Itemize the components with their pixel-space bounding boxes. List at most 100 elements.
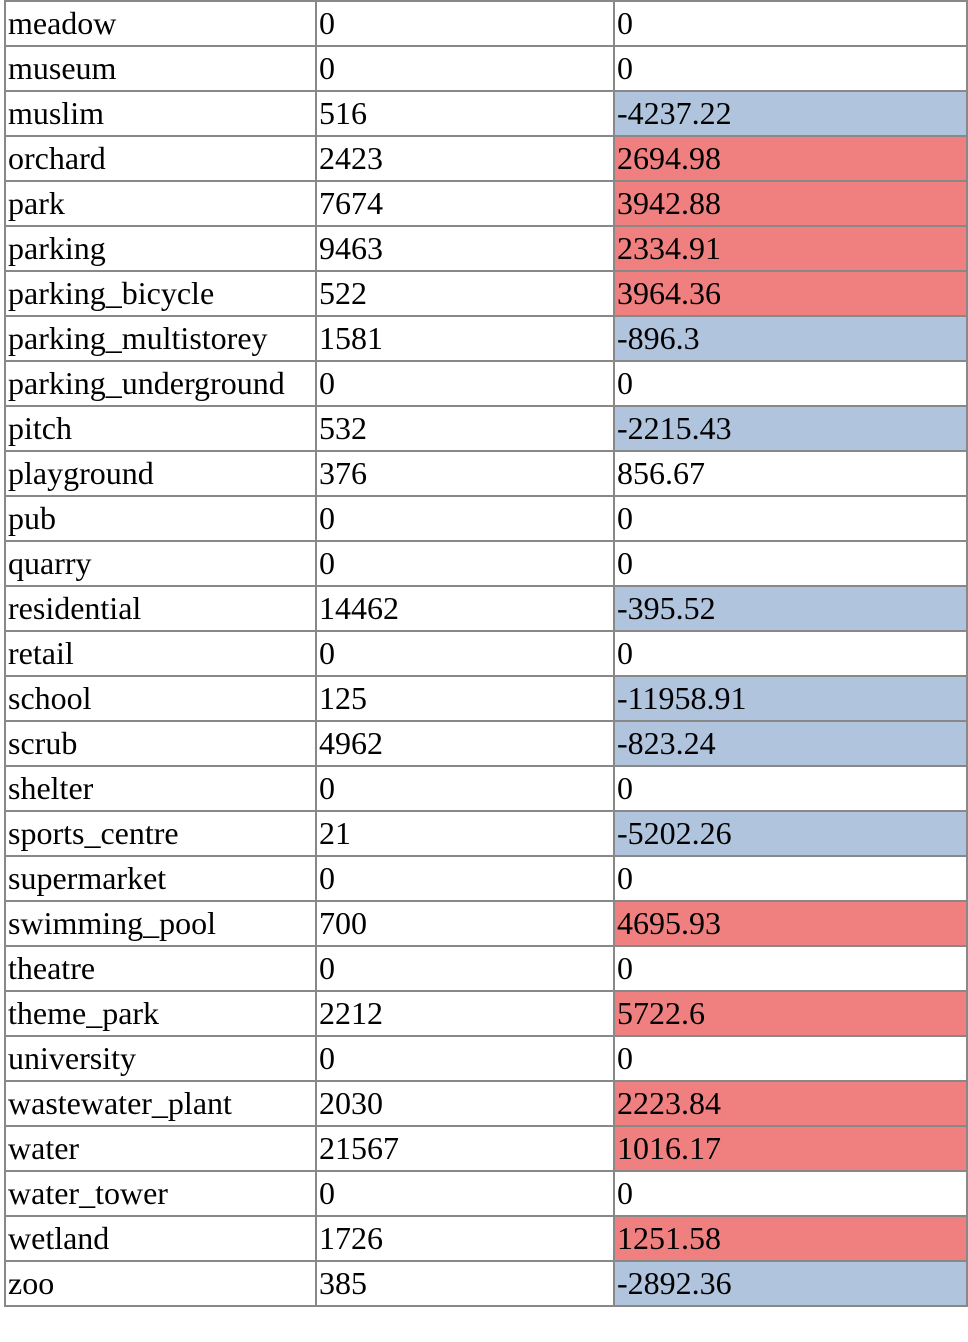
row-name-cell: wetland bbox=[4, 1215, 317, 1262]
row-count-cell: 0 bbox=[315, 945, 615, 992]
row-name-cell: wastewater_plant bbox=[4, 1080, 317, 1127]
row-value-cell: 0 bbox=[613, 45, 968, 92]
row-name-cell: theme_park bbox=[4, 990, 317, 1037]
row-name-cell: pitch bbox=[4, 405, 317, 452]
row-count-cell: 385 bbox=[315, 1260, 615, 1307]
row-name-cell: shelter bbox=[4, 765, 317, 812]
row-name-cell: zoo bbox=[4, 1260, 317, 1307]
row-count-cell: 0 bbox=[315, 360, 615, 407]
row-count-cell: 0 bbox=[315, 540, 615, 587]
row-name-cell: quarry bbox=[4, 540, 317, 587]
row-value-cell: 3964.36 bbox=[613, 270, 968, 317]
row-value-cell: 1251.58 bbox=[613, 1215, 968, 1262]
table-row: parking_bicycle 522 3964.36 bbox=[4, 270, 968, 317]
table-row: swimming_pool 700 4695.93 bbox=[4, 900, 968, 947]
table-row: pitch 532 -2215.43 bbox=[4, 405, 968, 452]
row-value-cell: 0 bbox=[613, 1035, 968, 1082]
row-name-cell: water_tower bbox=[4, 1170, 317, 1217]
row-name-cell: orchard bbox=[4, 135, 317, 182]
row-name-cell: park bbox=[4, 180, 317, 227]
row-name-cell: sports_centre bbox=[4, 810, 317, 857]
table-row: museum 0 0 bbox=[4, 45, 968, 92]
row-name-cell: parking_multistorey bbox=[4, 315, 317, 362]
row-count-cell: 21567 bbox=[315, 1125, 615, 1172]
table-row: meadow 0 0 bbox=[4, 0, 968, 47]
table-row: theme_park 2212 5722.6 bbox=[4, 990, 968, 1037]
row-name-cell: swimming_pool bbox=[4, 900, 317, 947]
row-value-cell: 4695.93 bbox=[613, 900, 968, 947]
table-row: wetland 1726 1251.58 bbox=[4, 1215, 968, 1262]
row-name-cell: supermarket bbox=[4, 855, 317, 902]
row-count-cell: 7674 bbox=[315, 180, 615, 227]
table-row: wastewater_plant 2030 2223.84 bbox=[4, 1080, 968, 1127]
row-value-cell: 1016.17 bbox=[613, 1125, 968, 1172]
row-count-cell: 0 bbox=[315, 1035, 615, 1082]
row-value-cell: -11958.91 bbox=[613, 675, 968, 722]
table-row: parking 9463 2334.91 bbox=[4, 225, 968, 272]
row-count-cell: 0 bbox=[315, 1170, 615, 1217]
row-name-cell: scrub bbox=[4, 720, 317, 767]
row-name-cell: residential bbox=[4, 585, 317, 632]
table-row: muslim 516 -4237.22 bbox=[4, 90, 968, 137]
row-value-cell: 0 bbox=[613, 360, 968, 407]
row-name-cell: school bbox=[4, 675, 317, 722]
row-count-cell: 0 bbox=[315, 765, 615, 812]
row-value-cell: 2334.91 bbox=[613, 225, 968, 272]
row-name-cell: pub bbox=[4, 495, 317, 542]
row-count-cell: 700 bbox=[315, 900, 615, 947]
row-name-cell: meadow bbox=[4, 0, 317, 47]
table-row: theatre 0 0 bbox=[4, 945, 968, 992]
row-value-cell: -823.24 bbox=[613, 720, 968, 767]
row-value-cell: 0 bbox=[613, 495, 968, 542]
row-value-cell: -395.52 bbox=[613, 585, 968, 632]
row-value-cell: 0 bbox=[613, 540, 968, 587]
row-value-cell: 0 bbox=[613, 765, 968, 812]
row-count-cell: 0 bbox=[315, 495, 615, 542]
row-name-cell: muslim bbox=[4, 90, 317, 137]
row-value-cell: 0 bbox=[613, 855, 968, 902]
row-count-cell: 9463 bbox=[315, 225, 615, 272]
row-value-cell: 5722.6 bbox=[613, 990, 968, 1037]
row-value-cell: -2215.43 bbox=[613, 405, 968, 452]
row-value-cell: 2694.98 bbox=[613, 135, 968, 182]
table-row: supermarket 0 0 bbox=[4, 855, 968, 902]
row-value-cell: 3942.88 bbox=[613, 180, 968, 227]
row-value-cell: 0 bbox=[613, 1170, 968, 1217]
row-count-cell: 2423 bbox=[315, 135, 615, 182]
row-count-cell: 21 bbox=[315, 810, 615, 857]
row-name-cell: theatre bbox=[4, 945, 317, 992]
table-row: orchard 2423 2694.98 bbox=[4, 135, 968, 182]
row-name-cell: parking_underground bbox=[4, 360, 317, 407]
row-value-cell: 856.67 bbox=[613, 450, 968, 497]
table-row: parking_multistorey 1581 -896.3 bbox=[4, 315, 968, 362]
row-name-cell: parking bbox=[4, 225, 317, 272]
row-count-cell: 516 bbox=[315, 90, 615, 137]
table-row: zoo 385 -2892.36 bbox=[4, 1260, 968, 1307]
row-count-cell: 376 bbox=[315, 450, 615, 497]
table-row: school 125 -11958.91 bbox=[4, 675, 968, 722]
row-value-cell: 0 bbox=[613, 0, 968, 47]
table-row: residential 14462 -395.52 bbox=[4, 585, 968, 632]
table-row: parking_underground 0 0 bbox=[4, 360, 968, 407]
data-table: meadow 0 0 museum 0 0 muslim 516 -4237.22 orch… bbox=[4, 0, 968, 1307]
table-row: water 21567 1016.17 bbox=[4, 1125, 968, 1172]
row-name-cell: museum bbox=[4, 45, 317, 92]
row-count-cell: 532 bbox=[315, 405, 615, 452]
table-row: retail 0 0 bbox=[4, 630, 968, 677]
row-name-cell: water bbox=[4, 1125, 317, 1172]
table-body: meadow 0 0 museum 0 0 muslim 516 -4237.22 orch… bbox=[4, 0, 968, 1307]
row-count-cell: 4962 bbox=[315, 720, 615, 767]
row-count-cell: 522 bbox=[315, 270, 615, 317]
row-value-cell: 2223.84 bbox=[613, 1080, 968, 1127]
row-name-cell: playground bbox=[4, 450, 317, 497]
table-row: playground 376 856.67 bbox=[4, 450, 968, 497]
row-name-cell: retail bbox=[4, 630, 317, 677]
table-row: shelter 0 0 bbox=[4, 765, 968, 812]
row-count-cell: 0 bbox=[315, 45, 615, 92]
row-count-cell: 1726 bbox=[315, 1215, 615, 1262]
table-row: pub 0 0 bbox=[4, 495, 968, 542]
table-row: scrub 4962 -823.24 bbox=[4, 720, 968, 767]
table-row: university 0 0 bbox=[4, 1035, 968, 1082]
row-value-cell: -896.3 bbox=[613, 315, 968, 362]
row-name-cell: parking_bicycle bbox=[4, 270, 317, 317]
